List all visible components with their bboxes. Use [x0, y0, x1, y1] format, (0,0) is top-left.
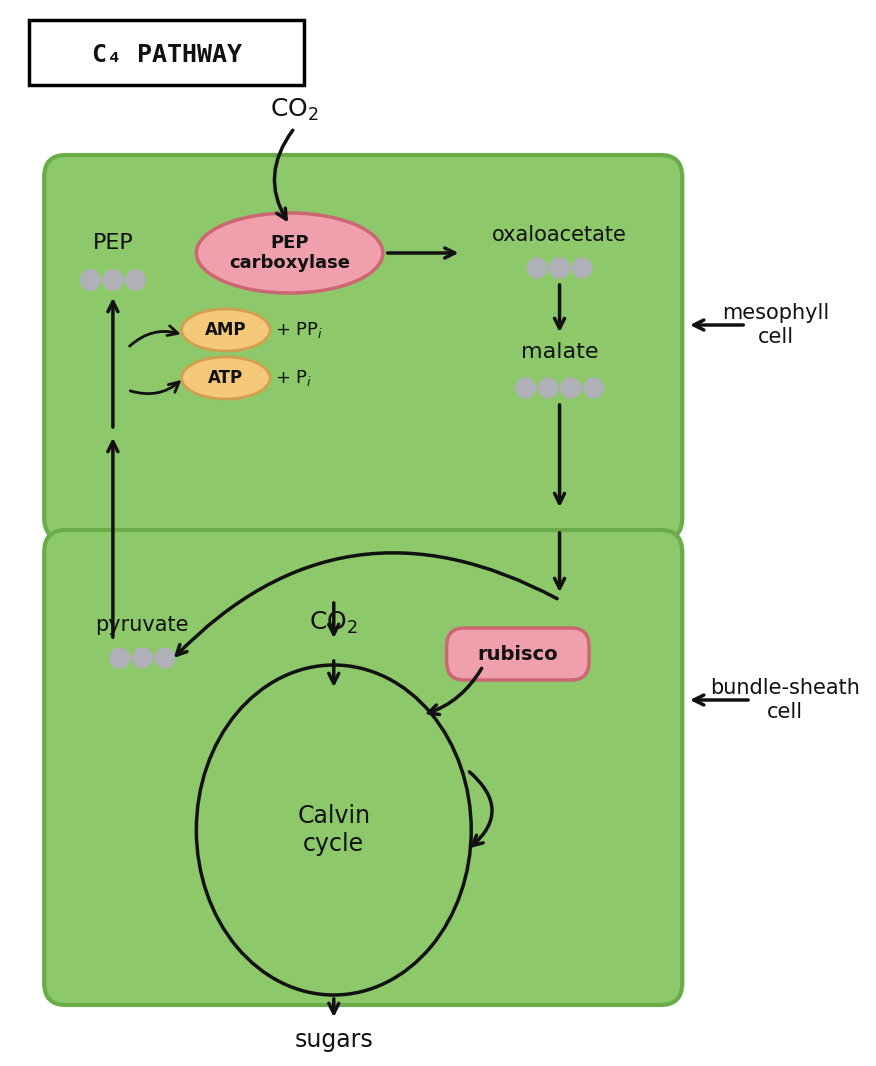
Text: PEP
carboxylase: PEP carboxylase: [230, 233, 350, 273]
Ellipse shape: [181, 309, 270, 351]
FancyBboxPatch shape: [44, 155, 682, 540]
Text: AMP: AMP: [205, 321, 246, 339]
Circle shape: [103, 270, 123, 290]
Circle shape: [516, 378, 535, 398]
Text: + P$_i$: + P$_i$: [275, 368, 312, 388]
Text: ATP: ATP: [208, 369, 244, 387]
Text: CO$_2$: CO$_2$: [309, 610, 358, 636]
Circle shape: [527, 258, 547, 278]
Text: PEP: PEP: [93, 233, 133, 253]
Text: C₄ PATHWAY: C₄ PATHWAY: [92, 43, 242, 67]
Text: + PP$_i$: + PP$_i$: [275, 320, 323, 340]
Circle shape: [572, 258, 592, 278]
Circle shape: [550, 258, 569, 278]
Circle shape: [539, 378, 558, 398]
Circle shape: [81, 270, 100, 290]
FancyBboxPatch shape: [44, 530, 682, 1005]
Ellipse shape: [181, 357, 270, 399]
Text: sugars: sugars: [294, 1028, 373, 1052]
Text: Calvin
cycle: Calvin cycle: [297, 804, 371, 856]
Circle shape: [561, 378, 581, 398]
FancyBboxPatch shape: [30, 20, 304, 85]
Text: mesophyll
cell: mesophyll cell: [722, 304, 830, 346]
Text: pyruvate: pyruvate: [95, 615, 189, 635]
Text: oxaloacetate: oxaloacetate: [492, 225, 627, 245]
Circle shape: [155, 648, 174, 668]
Circle shape: [125, 270, 145, 290]
Text: rubisco: rubisco: [477, 645, 558, 663]
Text: CO$_2$: CO$_2$: [270, 97, 319, 123]
FancyBboxPatch shape: [447, 628, 589, 680]
Text: malate: malate: [521, 342, 598, 362]
Circle shape: [132, 648, 152, 668]
Circle shape: [110, 648, 130, 668]
Ellipse shape: [196, 213, 383, 293]
Circle shape: [583, 378, 604, 398]
Text: bundle-sheath
cell: bundle-sheath cell: [710, 678, 860, 722]
